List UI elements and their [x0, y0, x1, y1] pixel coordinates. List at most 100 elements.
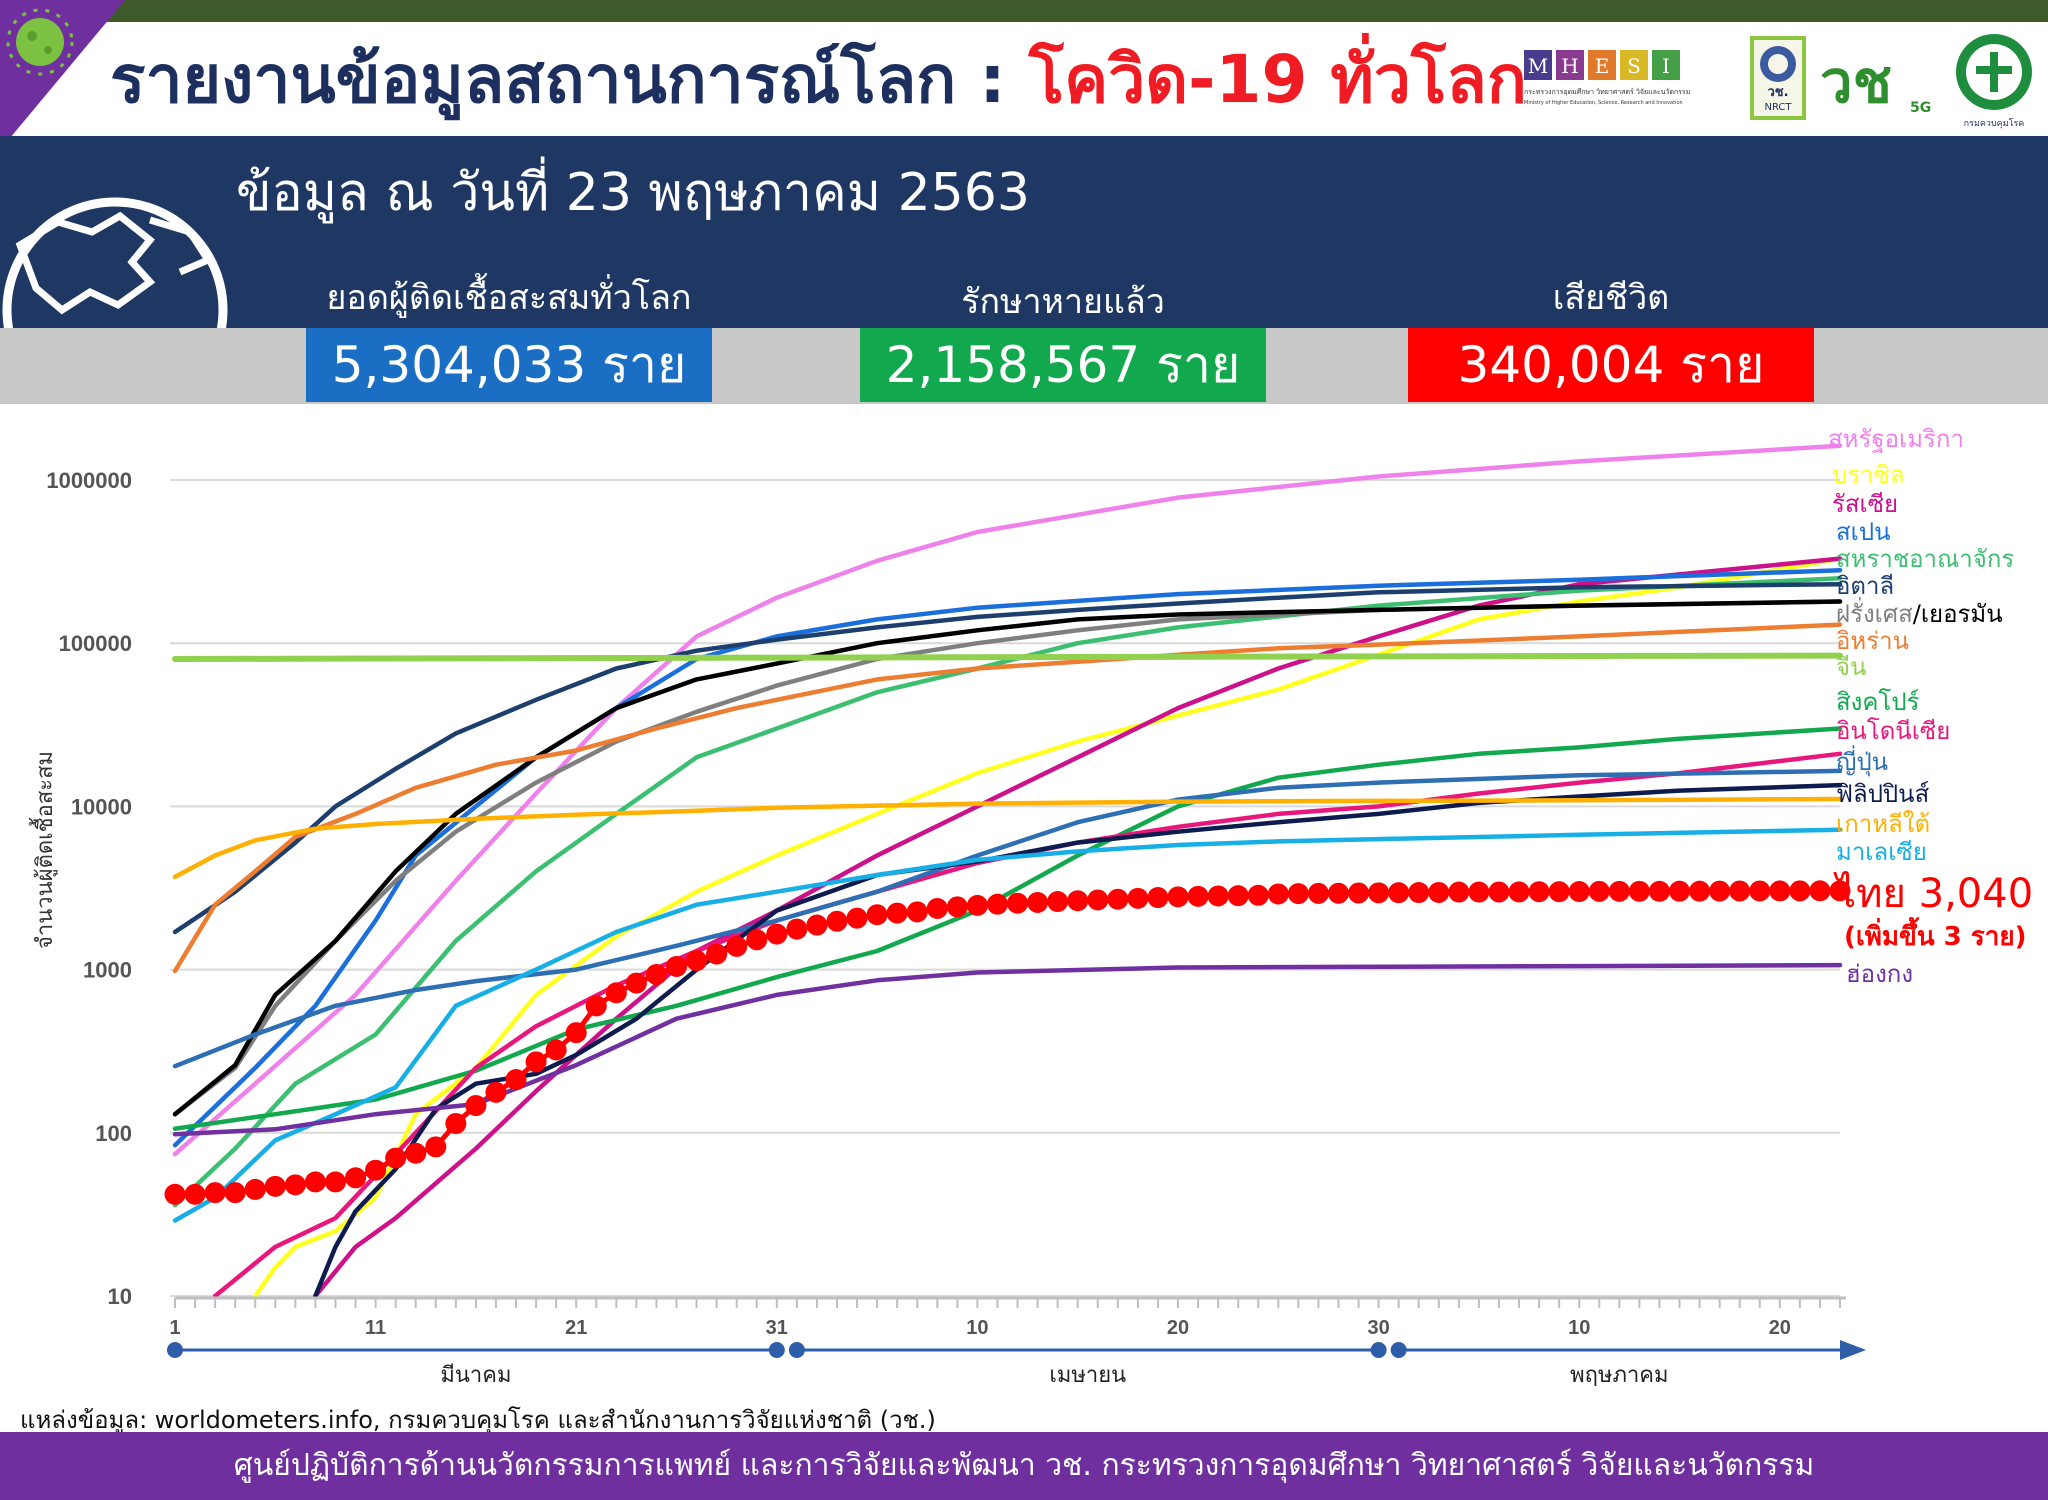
series-end-labels: สหรัฐอเมริกา บราซิล รัสเซีย สเปน สหราชอา… [1828, 425, 2033, 988]
label-russia: รัสเซีย [1832, 490, 1898, 518]
month-timeline: มีนาคม เมษายน พฤษภาคม [167, 1340, 1866, 1388]
month-label: เมษายน [1049, 1363, 1126, 1388]
thailand-point [425, 1136, 447, 1158]
month-start-dot [167, 1342, 183, 1358]
series-line [252, 556, 1843, 1299]
mhesi-logo: M H E S I กระทรวงการอุดมศึกษา วิทยาศาสตร… [1524, 50, 1690, 106]
y-axis-title: จำนวนผู้ติดเชื้อสะสม [29, 751, 58, 949]
x-tick-label: 20 [1167, 1317, 1189, 1339]
deaths-value: 340,004 ราย [1408, 328, 1814, 402]
series-line [172, 768, 1843, 1069]
thailand-point [445, 1113, 467, 1135]
x-tick-label: 30 [1367, 1317, 1389, 1339]
thailand-point [986, 893, 1008, 915]
series-line [172, 443, 1843, 1157]
partner-logos: M H E S I กระทรวงการอุดมศึกษา วิทยาศาสตร… [1524, 34, 2032, 129]
thailand-point [1327, 882, 1349, 904]
timeline-arrow [1840, 1340, 1866, 1360]
mhesi-caption-th: กระทรวงการอุดมศึกษา วิทยาศาสตร์ วิจัยและ… [1524, 87, 1690, 96]
label-thailand: ไทย 3,040 [1833, 871, 2033, 917]
thailand-point [224, 1182, 246, 1204]
x-tick-label: 11 [365, 1317, 386, 1339]
thailand-point [866, 904, 888, 926]
thailand-point [1027, 891, 1049, 913]
thailand-point [1749, 880, 1771, 902]
cases-value: 5,304,033 ราย [306, 328, 712, 402]
label-singapore: สิงคโปร์ [1836, 688, 1920, 716]
thailand-point [1067, 890, 1089, 912]
thailand-point [746, 929, 768, 951]
thailand-point [1388, 882, 1410, 904]
thailand-point [1187, 885, 1209, 907]
thailand-point [1428, 881, 1450, 903]
thailand-point [1689, 880, 1711, 902]
month-end-dot [1370, 1342, 1387, 1358]
series-line [172, 567, 1843, 1148]
thailand-point [1829, 880, 1851, 902]
thailand-point [1608, 880, 1630, 902]
thailand-point [605, 982, 627, 1004]
ddc-logo: กรมควบคุมโรค [1956, 34, 2032, 129]
mhesi-letter: H [1561, 54, 1578, 78]
label-indonesia: อินโดนีเซีย [1836, 717, 1950, 745]
label-hongkong: ฮ่องกง [1846, 960, 1913, 988]
label-brazil: บราซิล [1832, 461, 1905, 489]
series-line [172, 581, 1843, 935]
title-main: รายงานข้อมูลสถานการณ์โลก : [110, 41, 1029, 118]
corner-virus-decoration [0, 0, 125, 150]
thailand-point [1267, 883, 1289, 905]
label-italy: อิตาลี [1836, 572, 1894, 600]
label-philippines: ฟิลิปปินส์ [1836, 780, 1930, 808]
thailand-point [786, 918, 808, 940]
month-label: มีนาคม [440, 1363, 511, 1388]
thailand-point [966, 894, 988, 916]
thailand-point [1247, 884, 1269, 906]
thailand-point [1227, 885, 1249, 907]
series-line [172, 962, 1843, 1137]
label-japan: ญี่ปุ่น [1836, 745, 1888, 777]
thailand-point [1809, 880, 1831, 902]
x-axis: 1 11 21 31 10 20 30 10 20 [169, 1296, 1846, 1339]
mhesi-caption-en: Ministry of Higher Education, Science, R… [1524, 100, 1683, 106]
deaths-label: เสียชีวิต [1552, 278, 1670, 318]
thailand-point [304, 1171, 326, 1193]
thailand-point [1709, 880, 1731, 902]
thailand-point [1669, 880, 1691, 902]
thailand-point [1007, 892, 1029, 914]
thailand-point [1769, 880, 1791, 902]
y-tick-labels: 10 100 1000 10000 100000 1000000 [46, 468, 132, 1309]
y-tick-label: 100000 [59, 631, 132, 656]
thailand-point [485, 1081, 507, 1103]
thailand-point [284, 1174, 306, 1196]
thailand-point [1508, 881, 1530, 903]
label-germany-text: /เยอรมัน [1913, 600, 2003, 628]
recovered-value: 2,158,567 ราย [860, 328, 1266, 402]
thailand-markers [164, 880, 1851, 1205]
thailand-point [184, 1183, 206, 1205]
thailand-point [1568, 881, 1590, 903]
thailand-point [505, 1069, 527, 1091]
footer-banner: ศูนย์ปฏิบัติการด้านนวัตกรรมการแพทย์ และก… [0, 1432, 2048, 1500]
thailand-point [1729, 880, 1751, 902]
thailand-point [1408, 882, 1430, 904]
title-highlight: โควิด-19 ทั่วโลก [1028, 41, 1527, 118]
thailand-point [946, 896, 968, 918]
label-france-text: ฝรั่งเศส [1836, 597, 1913, 628]
thailand-point [906, 901, 928, 923]
thailand-point [706, 943, 728, 965]
thailand-point [1207, 885, 1229, 907]
thailand-point [926, 897, 948, 919]
globe-icon [2, 197, 228, 330]
y-tick-label: 10 [108, 1284, 132, 1309]
label-iran: อิหร่าน [1836, 627, 1909, 655]
ddc-caption: กรมควบคุมโรค [1964, 118, 2025, 129]
thailand-point [1628, 880, 1650, 902]
label-france: ฝรั่งเศส/เยอรมัน [1836, 597, 2003, 628]
thailand-point [204, 1182, 226, 1204]
thailand-point [1087, 889, 1109, 911]
thailand-point [1047, 891, 1069, 913]
x-tick-label: 10 [966, 1317, 988, 1339]
thailand-point [726, 935, 748, 957]
thailand-point [1348, 882, 1370, 904]
month-end-dot [768, 1342, 785, 1358]
